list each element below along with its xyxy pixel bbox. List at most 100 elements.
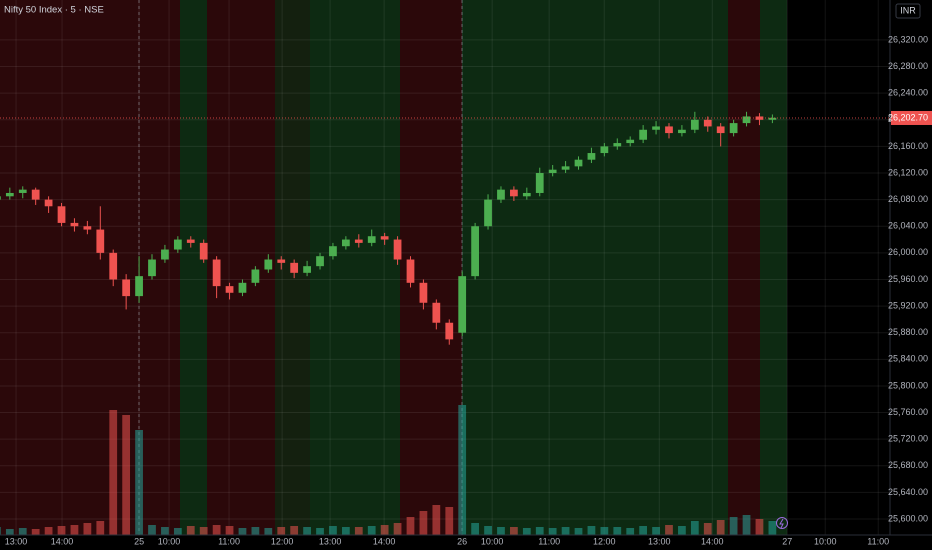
- volume-bar: [393, 523, 402, 535]
- candle-body: [57, 206, 66, 223]
- volume-bar: [354, 527, 363, 535]
- volume-bar: [238, 528, 247, 535]
- y-tick-label: 26,040.00: [888, 221, 928, 231]
- candle-body: [716, 126, 725, 134]
- candle-body: [522, 192, 531, 197]
- shade-red: [728, 0, 760, 535]
- shade-green: [760, 0, 787, 535]
- volume-bar: [316, 528, 324, 535]
- shade-green: [180, 0, 207, 535]
- candle-body: [690, 119, 699, 130]
- x-tick-label: 26: [457, 536, 467, 546]
- y-tick-label: 25,800.00: [888, 380, 928, 390]
- currency: INR: [900, 5, 916, 15]
- candle-body: [419, 282, 428, 303]
- candle-body: [354, 239, 363, 243]
- volume-bar: [199, 527, 208, 535]
- candle-body: [613, 143, 622, 147]
- candle-body: [367, 236, 376, 243]
- candle-body: [277, 259, 286, 263]
- replay-icon-bolt: [779, 518, 784, 529]
- x-tick-label: 13:00: [5, 536, 28, 546]
- volume-bar: [290, 526, 299, 535]
- candle-body: [70, 222, 79, 227]
- candle-body: [109, 252, 118, 280]
- volume-bar: [729, 517, 738, 535]
- y-tick-label: 26,120.00: [888, 167, 928, 177]
- volume-bar: [303, 527, 311, 535]
- y-tick-label: 26,160.00: [888, 141, 928, 151]
- volume-bar: [225, 526, 234, 535]
- candle-body: [626, 139, 635, 144]
- candle-body: [96, 229, 105, 253]
- x-tick-label: 14:00: [51, 536, 74, 546]
- volume-bar: [31, 529, 40, 535]
- candle-body: [161, 249, 169, 260]
- last-price-label: 26,202.70: [888, 112, 928, 122]
- candles: [0, 111, 890, 345]
- axes: 25,600.00 25,640.00 25,680.00 25,720.00 25,7…: [5, 34, 932, 546]
- replay-icon[interactable]: [776, 517, 788, 529]
- y-tick-label: 25,640.00: [888, 487, 928, 497]
- volume-bar: [497, 527, 505, 535]
- volume-bar: [458, 405, 467, 535]
- volume-bar: [212, 525, 221, 535]
- price-axis: [890, 0, 932, 550]
- volume-bar: [587, 526, 596, 535]
- volume-bar: [251, 527, 260, 535]
- candle-body: [251, 269, 260, 283]
- candle-body: [458, 276, 467, 333]
- y-tick-label: 26,000.00: [888, 247, 928, 257]
- volume-bar: [109, 410, 118, 535]
- volume-bar: [445, 507, 454, 535]
- candle-body: [329, 246, 337, 257]
- candle-body: [729, 123, 738, 134]
- volume-bar: [484, 526, 492, 535]
- volume-bar: [626, 528, 635, 535]
- x-tick-label: 11:00: [218, 536, 240, 546]
- volume-bar: [0, 527, 1, 535]
- shade-green: [310, 0, 400, 535]
- volume-bar: [329, 526, 337, 535]
- y-tick-label: 26,280.00: [888, 61, 928, 71]
- volume-bar: [186, 526, 195, 535]
- volume-bar: [535, 527, 544, 535]
- volume-bar: [419, 511, 428, 535]
- volume-bar: [561, 527, 570, 535]
- volume-bar: [70, 525, 79, 535]
- volume-bar: [277, 527, 286, 535]
- candle-body: [264, 259, 273, 270]
- volume-bar: [380, 525, 389, 535]
- volume-bar: [690, 521, 699, 535]
- volume-bar: [432, 505, 441, 535]
- x-tick-label: 12:00: [593, 536, 616, 546]
- candle-body: [574, 159, 583, 167]
- volume-bar: [18, 528, 27, 535]
- volume-bar: [742, 515, 751, 535]
- grid: [0, 0, 890, 535]
- volume-bar: [600, 527, 609, 535]
- last-price-tag: [891, 110, 932, 125]
- candle-body: [173, 239, 182, 250]
- candle-body: [471, 226, 479, 277]
- volume-bar: [639, 526, 648, 535]
- candle-body: [665, 126, 673, 134]
- volume-bar: [522, 528, 531, 535]
- x-tick-label: 10:00: [814, 536, 837, 546]
- volume-bar: [471, 523, 479, 535]
- volume-bar: [122, 415, 131, 535]
- candle-body: [406, 259, 415, 283]
- candle-body: [135, 276, 143, 297]
- session-shading: [0, 0, 787, 535]
- candle-body: [5, 192, 14, 197]
- candle-body: [742, 116, 751, 124]
- candle-body: [600, 146, 609, 154]
- candle-body: [186, 239, 195, 243]
- candle-body: [639, 129, 648, 140]
- x-tick-label: 12:00: [271, 536, 294, 546]
- shade-green: [462, 0, 728, 535]
- chart-title: Nifty 50 Index · 5 · NSE: [4, 5, 104, 16]
- candle-body: [380, 236, 389, 240]
